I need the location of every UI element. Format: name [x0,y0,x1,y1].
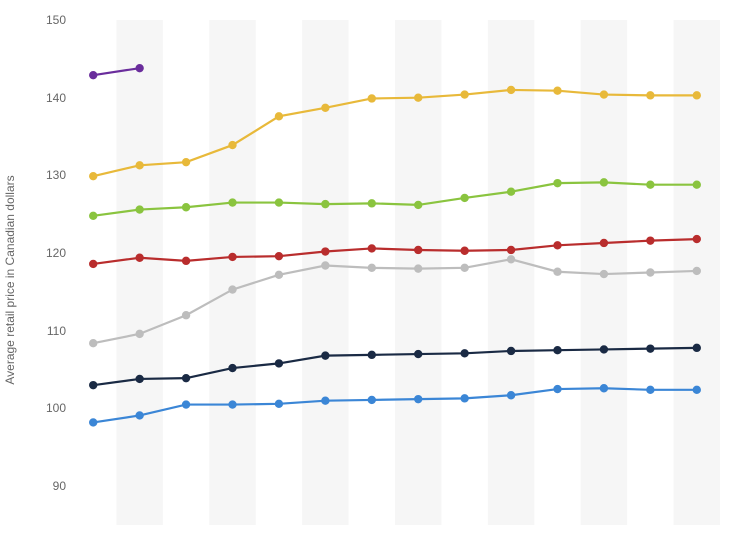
series-green-point [183,204,189,210]
series-gray-point [647,269,653,275]
series-navy-point [647,345,653,351]
series-green-point [90,213,96,219]
series-navy-point [369,352,375,358]
y-tick-label: 110 [40,324,66,338]
series-blue-point [229,401,235,407]
series-red-point [415,247,421,253]
series-blue-point [508,392,514,398]
series-navy-point [136,376,142,382]
series-gold-point [508,87,514,93]
y-tick-label: 100 [40,401,66,415]
series-red-point [647,237,653,243]
series-navy-point [554,347,560,353]
series-red-point [508,247,514,253]
series-red-point [694,236,700,242]
y-tick-label: 140 [40,91,66,105]
series-blue-point [276,401,282,407]
series-gray-point [369,265,375,271]
series-navy-point [415,351,421,357]
y-tick-label: 120 [40,246,66,260]
series-green-point [694,182,700,188]
series-gold-point [322,105,328,111]
series-gold-point [229,142,235,148]
series-red-point [554,242,560,248]
y-tick-label: 130 [40,168,66,182]
series-navy-point [694,345,700,351]
series-gold-point [694,92,700,98]
y-axis-label: Average retail price in Canadian dollars [3,175,17,384]
series-red-point [322,248,328,254]
series-red-point [461,248,467,254]
series-green-point [508,189,514,195]
series-gray-point [183,312,189,318]
series-gold-point [554,88,560,94]
series-red-point [136,255,142,261]
series-navy-point [461,350,467,356]
series-blue-point [322,397,328,403]
series-gold-point [647,92,653,98]
series-red-point [183,258,189,264]
series-red-point [276,253,282,259]
series-purple-point [136,65,142,71]
series-gold-point [601,91,607,97]
series-gray-point [461,265,467,271]
series-blue-point [183,401,189,407]
series-gold-point [369,95,375,101]
series-green-point [276,199,282,205]
series-navy-point [229,365,235,371]
series-blue-point [461,395,467,401]
series-gray-point [554,269,560,275]
series-gray-point [601,271,607,277]
y-tick-label: 150 [40,13,66,27]
chart-plot [70,15,730,535]
series-blue-point [90,419,96,425]
series-green-point [647,182,653,188]
series-green-point [136,206,142,212]
series-blue-point [694,387,700,393]
series-gold-point [183,159,189,165]
series-navy-point [90,382,96,388]
y-tick-label: 90 [40,479,66,493]
series-green-point [461,195,467,201]
series-blue-point [647,387,653,393]
series-gold-point [90,173,96,179]
series-gray-point [322,262,328,268]
series-green-point [601,179,607,185]
series-green-point [415,202,421,208]
series-gray-point [90,340,96,346]
series-blue-point [415,396,421,402]
series-purple-point [90,72,96,78]
series-gold-point [276,113,282,119]
series-gray-point [229,286,235,292]
series-green-point [369,200,375,206]
series-gray-point [415,265,421,271]
series-gold-point [136,162,142,168]
series-navy-point [322,352,328,358]
series-red-point [90,261,96,267]
series-green-point [322,201,328,207]
series-gray-point [508,256,514,262]
series-green-point [229,199,235,205]
series-navy-point [183,375,189,381]
series-gold-point [461,91,467,97]
series-navy-point [601,346,607,352]
series-blue-point [601,385,607,391]
series-gray-point [136,331,142,337]
series-blue-point [369,397,375,403]
chart-container: Average retail price in Canadian dollars… [0,0,754,560]
series-gray-point [694,268,700,274]
series-gold-point [415,94,421,100]
series-navy-point [508,348,514,354]
series-blue-point [136,412,142,418]
series-red-point [369,245,375,251]
series-red-point [229,254,235,260]
series-green-point [554,180,560,186]
series-navy-point [276,360,282,366]
series-gray-point [276,272,282,278]
series-blue-point [554,386,560,392]
series-red-point [601,240,607,246]
